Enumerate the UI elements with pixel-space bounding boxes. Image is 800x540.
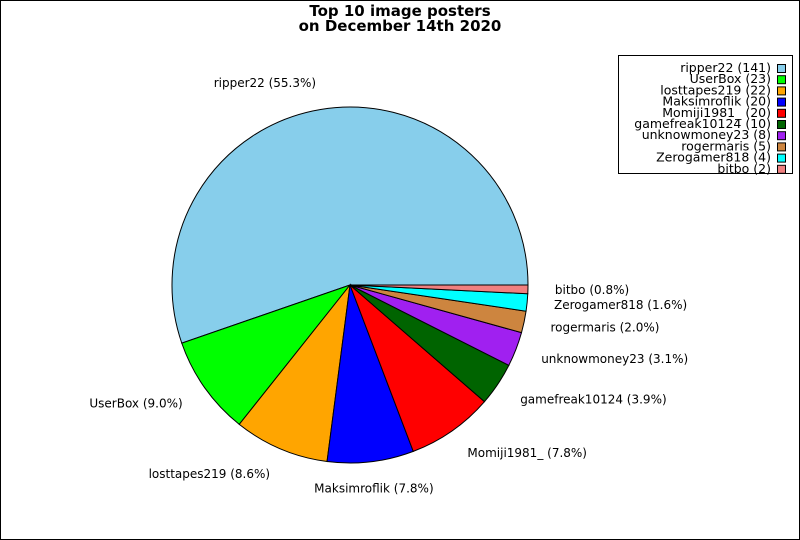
pie-slice-userbox bbox=[181, 283, 352, 426]
legend-swatch bbox=[777, 131, 786, 141]
slice-label: losttapes219 (8.6%) bbox=[149, 467, 271, 481]
legend-swatch bbox=[777, 64, 786, 73]
chart-subtitle: on December 14th 2020 bbox=[299, 17, 502, 35]
pie-slices bbox=[171, 106, 529, 464]
legend-entry-label: rogermaris (5) bbox=[681, 138, 771, 153]
legend-swatch bbox=[777, 97, 786, 107]
slice-label: gamefreak10124 (3.9%) bbox=[520, 392, 666, 406]
legend-entry-label: unknowmoney23 (8) bbox=[642, 127, 771, 142]
legend-entry-label: Maksimroflik (20) bbox=[662, 94, 771, 109]
legend-box bbox=[618, 55, 793, 174]
legend-entry-label: Momiji1981_ (20) bbox=[662, 105, 771, 120]
legend-entry-label: losttapes219 (22) bbox=[660, 82, 771, 97]
slice-label: Maksimroflik (7.8%) bbox=[314, 482, 433, 496]
legend: ripper22 (141)UserBox (23)losttapes219 (… bbox=[618, 55, 793, 176]
pie-slice-losttapes219 bbox=[238, 283, 351, 463]
slice-label: Momiji1981_ (7.8%) bbox=[467, 446, 587, 460]
slice-label: rogermaris (2.0%) bbox=[551, 321, 660, 335]
legend-swatch bbox=[777, 86, 786, 96]
slice-label: Zerogamer818 (1.6%) bbox=[554, 298, 687, 312]
slice-labels: ripper22 (55.3%) UserBox (9.0%) losttapes2… bbox=[89, 76, 688, 496]
slice-label: ripper22 (55.3%) bbox=[214, 76, 316, 90]
legend-swatch bbox=[777, 142, 786, 152]
slice-label: bitbo (0.8%) bbox=[555, 283, 629, 297]
legend-entry-label: UserBox (23) bbox=[690, 71, 771, 86]
legend-entry-label: bitbo (2) bbox=[717, 161, 771, 176]
legend-swatch bbox=[777, 153, 786, 163]
legend-entry-label: ripper22 (141) bbox=[680, 60, 771, 75]
legend-entry-label: Zerogamer818 (4) bbox=[656, 150, 771, 165]
slice-label: unknowmoney23 (3.1%) bbox=[541, 352, 688, 366]
slice-label: UserBox (9.0%) bbox=[89, 396, 182, 410]
legend-entry-label: gamefreak10124 (10) bbox=[634, 116, 771, 131]
legend-swatch bbox=[777, 75, 786, 85]
legend-swatch bbox=[777, 120, 786, 129]
chart-title: Top 10 image posters bbox=[309, 2, 490, 20]
pie-slice-bitbo bbox=[349, 284, 529, 295]
legend-swatch bbox=[777, 108, 786, 118]
pie-slice-ripper22 bbox=[171, 106, 529, 344]
legend-swatch bbox=[777, 164, 786, 174]
